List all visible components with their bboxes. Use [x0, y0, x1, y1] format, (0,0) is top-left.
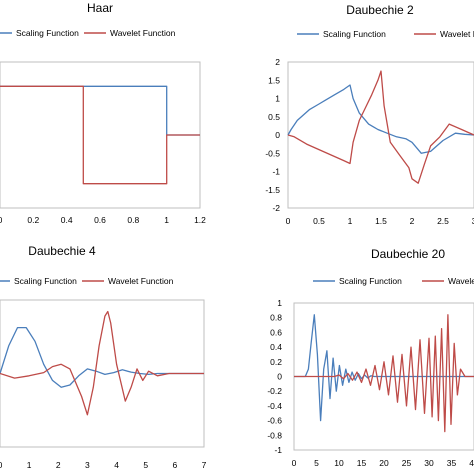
plot-area-frame: [287, 61, 474, 209]
legend-entry: Wavelet Function: [110, 28, 176, 38]
x-tick-label: 0: [286, 216, 291, 226]
scaling-function-line: [0, 85, 200, 136]
chart-title: Daubechie 2: [346, 3, 414, 17]
y-tick-label: 1: [277, 298, 282, 308]
y-tick-label: -0.8: [267, 430, 282, 440]
y-tick-label: -1: [274, 445, 282, 455]
legend-entry: Wavelet Function: [448, 276, 474, 286]
y-tick-label: 0.6: [270, 327, 282, 337]
x-tick-label: 0: [0, 460, 3, 470]
scaling-function-line: [0, 326, 204, 388]
legend-entry: Scaling Function: [14, 276, 77, 286]
y-tick-label: -0.6: [267, 416, 282, 426]
y-tick-label: -0.4: [267, 401, 282, 411]
x-tick-label: 40: [469, 458, 474, 468]
x-tick-label: 0.8: [127, 215, 139, 225]
chart-2: Daubechie 2 Scaling Function Wavelet Funct…: [265, 3, 474, 226]
y-tick-label: 0.5: [268, 112, 280, 122]
y-tick-label: 0: [275, 130, 280, 140]
x-tick-label: 5: [143, 460, 148, 470]
x-tick-label: 25: [402, 458, 412, 468]
y-tick-label: 0.2: [270, 357, 282, 367]
y-tick-label: -0.2: [267, 386, 282, 396]
x-tick-label: 1: [27, 460, 32, 470]
x-tick-label: 0: [0, 215, 3, 225]
x-tick-label: 2.5: [437, 216, 449, 226]
wavelet-function-line: [0, 310, 204, 416]
chart-3: Daubechie 4 Scaling Function Wavelet Funct…: [0, 244, 207, 470]
x-tick-label: 2: [56, 460, 61, 470]
x-tick-label: 0.2: [27, 215, 39, 225]
y-tick-label: -2: [272, 203, 280, 213]
legend-entry: Wavelet Function: [440, 29, 474, 39]
x-tick-label: 3: [85, 460, 90, 470]
chart-1: Haar Scaling Function Wavelet Function 0 0.2…: [0, 1, 206, 225]
x-tick-label: 7: [202, 460, 207, 470]
y-tick-label: 0: [277, 372, 282, 382]
chart-title: Daubechie 20: [371, 247, 445, 261]
wavelet-function-line: [0, 85, 200, 185]
x-tick-label: 1.2: [194, 215, 206, 225]
x-tick-label: 0.4: [61, 215, 73, 225]
y-tick-label: 0.4: [270, 342, 282, 352]
chart-title: Haar: [87, 1, 113, 15]
x-tick-label: 35: [447, 458, 457, 468]
x-tick-label: 4: [114, 460, 119, 470]
chart-4: Daubechie 20 Scaling Function Wavelet Func…: [267, 247, 474, 468]
x-tick-label: 0.5: [313, 216, 325, 226]
x-tick-label: 3: [472, 216, 474, 226]
x-tick-label: 2: [410, 216, 415, 226]
x-tick-label: 0: [292, 458, 297, 468]
x-tick-label: 1: [348, 216, 353, 226]
legend-entry: Scaling Function: [323, 29, 386, 39]
x-tick-label: 1.5: [375, 216, 387, 226]
wavelet-function-line: [287, 70, 474, 184]
x-tick-label: 20: [379, 458, 389, 468]
x-tick-label: 30: [424, 458, 434, 468]
scaling-function-line: [294, 314, 474, 422]
y-tick-label: -1: [272, 167, 280, 177]
wavelet-function-line: [294, 314, 474, 433]
y-tick-label: -0.5: [265, 148, 280, 158]
legend-entry: Wavelet Function: [108, 276, 174, 286]
y-tick-label: 0.8: [270, 313, 282, 323]
scaling-function-line: [287, 84, 474, 154]
chart-title: Daubechie 4: [28, 244, 96, 258]
legend-entry: Scaling Function: [339, 276, 402, 286]
y-tick-label: 2: [275, 57, 280, 67]
x-tick-label: 0.6: [94, 215, 106, 225]
y-tick-label: -1.5: [265, 185, 280, 195]
x-tick-label: 15: [357, 458, 367, 468]
x-tick-label: 5: [314, 458, 319, 468]
x-tick-label: 6: [172, 460, 177, 470]
y-tick-label: 1: [275, 94, 280, 104]
x-tick-label: 1: [164, 215, 169, 225]
y-tick-label: 1.5: [268, 75, 280, 85]
x-tick-label: 10: [334, 458, 344, 468]
legend-entry: Scaling Function: [16, 28, 79, 38]
